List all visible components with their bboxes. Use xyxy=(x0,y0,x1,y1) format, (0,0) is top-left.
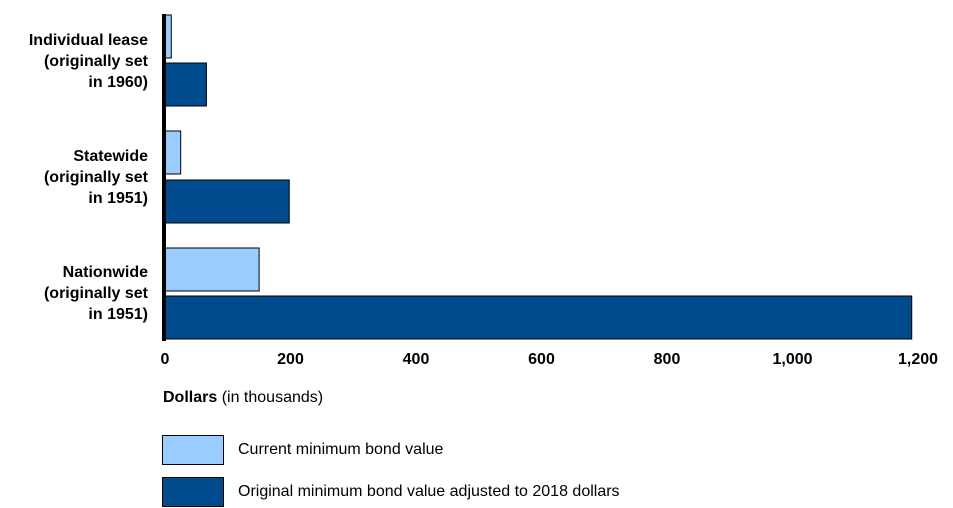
x-axis-label-rest: (in thousands) xyxy=(217,389,324,406)
legend-item-current: Current minimum bond value xyxy=(162,434,443,466)
category-label-line: (originally set xyxy=(43,169,148,186)
legend-swatch-current xyxy=(162,435,224,465)
category-label-line: in 1960) xyxy=(88,74,148,91)
category-label-line: Nationwide xyxy=(62,264,148,281)
legend-item-adjusted: Original minimum bond value adjusted to … xyxy=(162,476,620,508)
x-tick-label: 200 xyxy=(277,351,304,368)
bar-2-1 xyxy=(164,295,913,340)
bar-1-0 xyxy=(164,130,182,175)
x-tick-label: 600 xyxy=(528,351,555,368)
x-tick-label: 0 xyxy=(160,351,170,368)
category-label-line: in 1951) xyxy=(88,190,148,207)
legend-label-adjusted: Original minimum bond value adjusted to … xyxy=(238,483,620,500)
category-label: Individual lease (originally set in 1960) xyxy=(0,30,148,93)
bar-0-1 xyxy=(164,62,207,107)
x-tick-label: 400 xyxy=(402,351,430,368)
legend-swatch-adjusted xyxy=(162,477,224,507)
category-label-line: in 1951) xyxy=(88,306,148,323)
category-label-line: Individual lease xyxy=(28,32,148,49)
x-tick-label: 1,000 xyxy=(772,351,813,368)
category-label: Nationwide (originally set in 1951) xyxy=(0,262,148,325)
x-axis-label: Dollars (in thousands) xyxy=(163,389,323,407)
category-label-line: (originally set xyxy=(43,285,148,302)
bar-2-0 xyxy=(164,247,260,292)
category-label-line: Statewide xyxy=(73,148,148,165)
bar-1-1 xyxy=(164,179,290,224)
category-label-line: (originally set xyxy=(43,53,148,70)
category-label: Statewide (originally set in 1951) xyxy=(0,146,148,209)
x-tick-label: 800 xyxy=(653,351,681,368)
x-tick-label: 1,200 xyxy=(897,351,939,368)
x-axis-label-bold: Dollars xyxy=(163,389,218,406)
legend-label-current: Current minimum bond value xyxy=(238,441,444,458)
